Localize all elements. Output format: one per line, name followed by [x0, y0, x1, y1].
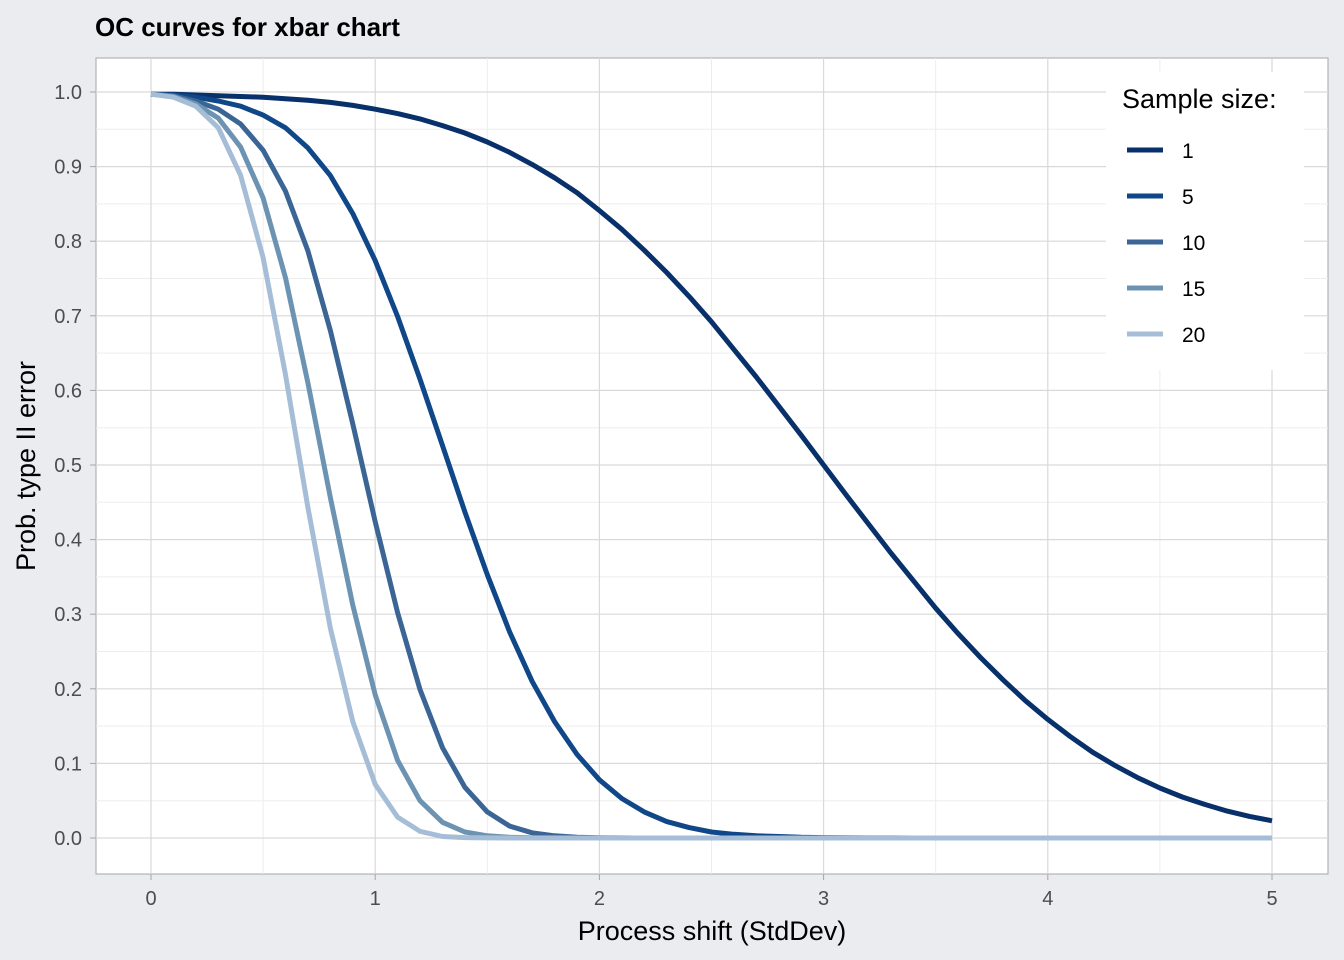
x-tick-label: 0 [145, 888, 156, 910]
series-line-20 [150, 91, 1272, 841]
x-axis-title: Process shift (StdDev) [578, 916, 847, 946]
y-tick-label: 0.6 [54, 380, 82, 402]
y-tick-label: 0.2 [54, 679, 82, 701]
y-axis-title: Prob. type II error [11, 361, 41, 571]
legend-background [1106, 72, 1304, 370]
legend-title: Sample size: [1122, 84, 1277, 114]
x-axis-ticks: 0 1 2 3 4 5 [145, 874, 1278, 910]
y-tick-label: 1.0 [54, 82, 82, 104]
y-tick-label: 0.9 [54, 157, 82, 179]
y-tick-label: 0.8 [54, 231, 82, 253]
x-tick-label: 2 [594, 888, 605, 910]
legend-label-15: 15 [1182, 278, 1205, 301]
y-tick-label: 0.0 [54, 828, 82, 850]
legend-label-1: 1 [1182, 140, 1194, 163]
y-tick-label: 0.1 [54, 753, 82, 775]
x-tick-label: 5 [1266, 888, 1277, 910]
y-tick-label: 0.5 [54, 455, 82, 477]
y-tick-label: 0.4 [54, 530, 82, 552]
x-tick-label: 1 [370, 888, 381, 910]
y-tick-label: 0.7 [54, 306, 82, 328]
y-axis-ticks: 0.0 0.1 0.2 0.3 0.4 0.5 0.6 0.7 0.8 0.9 1.0 [54, 82, 96, 850]
chart-title: OC curves for xbar chart [95, 12, 400, 42]
y-tick-label: 0.3 [54, 604, 82, 626]
x-tick-label: 4 [1042, 888, 1053, 910]
legend-label-5: 5 [1182, 186, 1194, 209]
x-tick-label: 3 [818, 888, 829, 910]
series-lines [150, 91, 1273, 841]
legend-label-10: 10 [1182, 232, 1205, 255]
series-line-1 [151, 91, 1273, 824]
minor-gridlines [96, 58, 1328, 874]
legend-label-20: 20 [1182, 324, 1205, 347]
